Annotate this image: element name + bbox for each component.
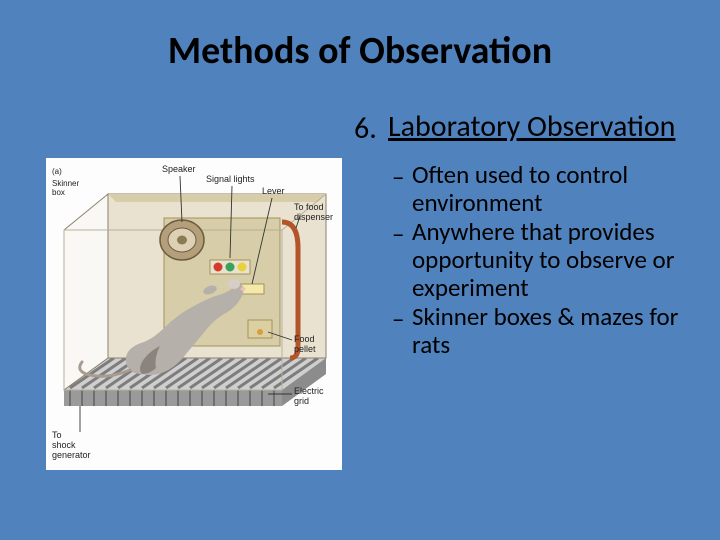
heading-number: 6.: [354, 110, 388, 147]
bullet-text: Often used to control environment: [412, 161, 692, 217]
content-block: 6. Laboratory Observation – Often used t…: [354, 110, 692, 360]
bullet-item: – Anywhere that provides opportunity to …: [392, 218, 692, 302]
bullet-list: – Often used to control environment – An…: [354, 161, 692, 359]
label-food-pellet: Foodpellet: [294, 334, 316, 354]
signal-lights: [210, 260, 250, 274]
bullet-dash: –: [392, 161, 412, 192]
label-caption-a: (a): [52, 167, 62, 176]
label-to-food-dispenser: To fooddispenser: [294, 202, 333, 222]
numbered-heading: 6. Laboratory Observation: [354, 110, 692, 147]
label-electric-grid: Electricgrid: [294, 386, 324, 406]
bullet-item: – Often used to control environment: [392, 161, 692, 217]
bullet-dash: –: [392, 303, 412, 334]
label-lever: Lever: [262, 186, 285, 196]
left-wall: [64, 194, 108, 390]
heading-text: Laboratory Observation: [388, 110, 675, 143]
label-subcaption: Skinnerbox: [52, 179, 79, 197]
bullet-text: Anywhere that provides opportunity to ob…: [412, 218, 692, 302]
rear-wall-top-bevel: [108, 194, 326, 202]
label-speaker: Speaker: [162, 164, 196, 174]
skinner-box-svg: Speaker Signal lights Lever To fooddispe…: [46, 158, 342, 470]
label-signal-lights: Signal lights: [206, 174, 255, 184]
bullet-text: Skinner boxes & mazes for rats: [412, 303, 692, 359]
speaker-icon: [160, 220, 204, 260]
slide-title: Methods of Observation: [0, 28, 720, 74]
label-to-shock-generator: Toshockgenerator: [52, 430, 91, 460]
skinner-box-diagram: Speaker Signal lights Lever To fooddispe…: [46, 158, 342, 470]
bullet-item: – Skinner boxes & mazes for rats: [392, 303, 692, 359]
food-pellet-icon: [248, 320, 272, 338]
bullet-dash: –: [392, 218, 412, 249]
